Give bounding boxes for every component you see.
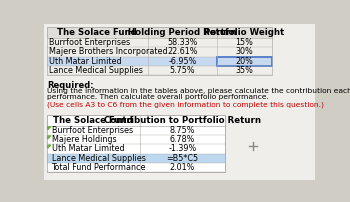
Text: Uth Matar Limited: Uth Matar Limited (49, 57, 122, 66)
Text: Contribution to Portfolio Return: Contribution to Portfolio Return (104, 116, 261, 125)
Text: -6.95%: -6.95% (168, 57, 197, 66)
Bar (47, 126, 225, 135)
Text: Burrfoot Enterprises: Burrfoot Enterprises (49, 38, 130, 47)
Text: 22.61%: 22.61% (167, 47, 198, 57)
Bar (47, 115, 225, 172)
Text: Uth Matar Limited: Uth Matar Limited (51, 144, 124, 154)
Text: Lance Medical Supplies: Lance Medical Supplies (49, 66, 143, 75)
Text: The Solace Fund: The Solace Fund (54, 116, 133, 125)
Bar (47, 154, 225, 163)
Polygon shape (48, 145, 51, 148)
Polygon shape (48, 127, 51, 130)
Bar (47, 115, 225, 172)
Text: (Use cells A3 to C6 from the given information to complete this question.): (Use cells A3 to C6 from the given infor… (47, 101, 324, 108)
Bar (47, 66, 272, 75)
Text: Burrfoot Enterprises: Burrfoot Enterprises (51, 126, 133, 135)
Text: 58.33%: 58.33% (167, 38, 198, 47)
Text: Holding Period Return: Holding Period Return (128, 28, 237, 37)
Text: performance. Then calculate overall portfolio performance.: performance. Then calculate overall port… (47, 94, 269, 100)
Text: 5.75%: 5.75% (170, 66, 195, 75)
Text: -1.39%: -1.39% (168, 144, 197, 154)
Text: Majere Brothers Incorporated: Majere Brothers Incorporated (49, 47, 168, 57)
Text: 30%: 30% (236, 47, 253, 57)
Bar (47, 135, 225, 144)
Polygon shape (48, 136, 51, 139)
Bar (47, 144, 225, 154)
Text: =B5*C5: =B5*C5 (166, 154, 198, 163)
Text: Total Fund Performance: Total Fund Performance (51, 163, 146, 172)
Bar (47, 27, 272, 38)
Text: 6.78%: 6.78% (170, 135, 195, 144)
Text: Lance Medical Supplies: Lance Medical Supplies (51, 154, 145, 163)
Text: Majere Holdings: Majere Holdings (51, 135, 116, 144)
Text: 35%: 35% (236, 66, 253, 75)
Text: The Solace Fund: The Solace Fund (57, 28, 137, 37)
Text: Required:: Required: (47, 81, 93, 90)
Bar (47, 38, 272, 47)
Bar (47, 163, 225, 172)
Text: 20%: 20% (236, 57, 253, 66)
Bar (47, 47, 272, 57)
Text: Portfolio Weight: Portfolio Weight (204, 28, 285, 37)
Bar (217, 57, 272, 66)
Text: 2.01%: 2.01% (170, 163, 195, 172)
Text: 15%: 15% (236, 38, 253, 47)
Bar (47, 27, 272, 75)
Text: Using the information in the tables above, please calculate the contribution eac: Using the information in the tables abov… (47, 88, 350, 94)
Bar (47, 57, 272, 66)
Text: 8.75%: 8.75% (170, 126, 195, 135)
